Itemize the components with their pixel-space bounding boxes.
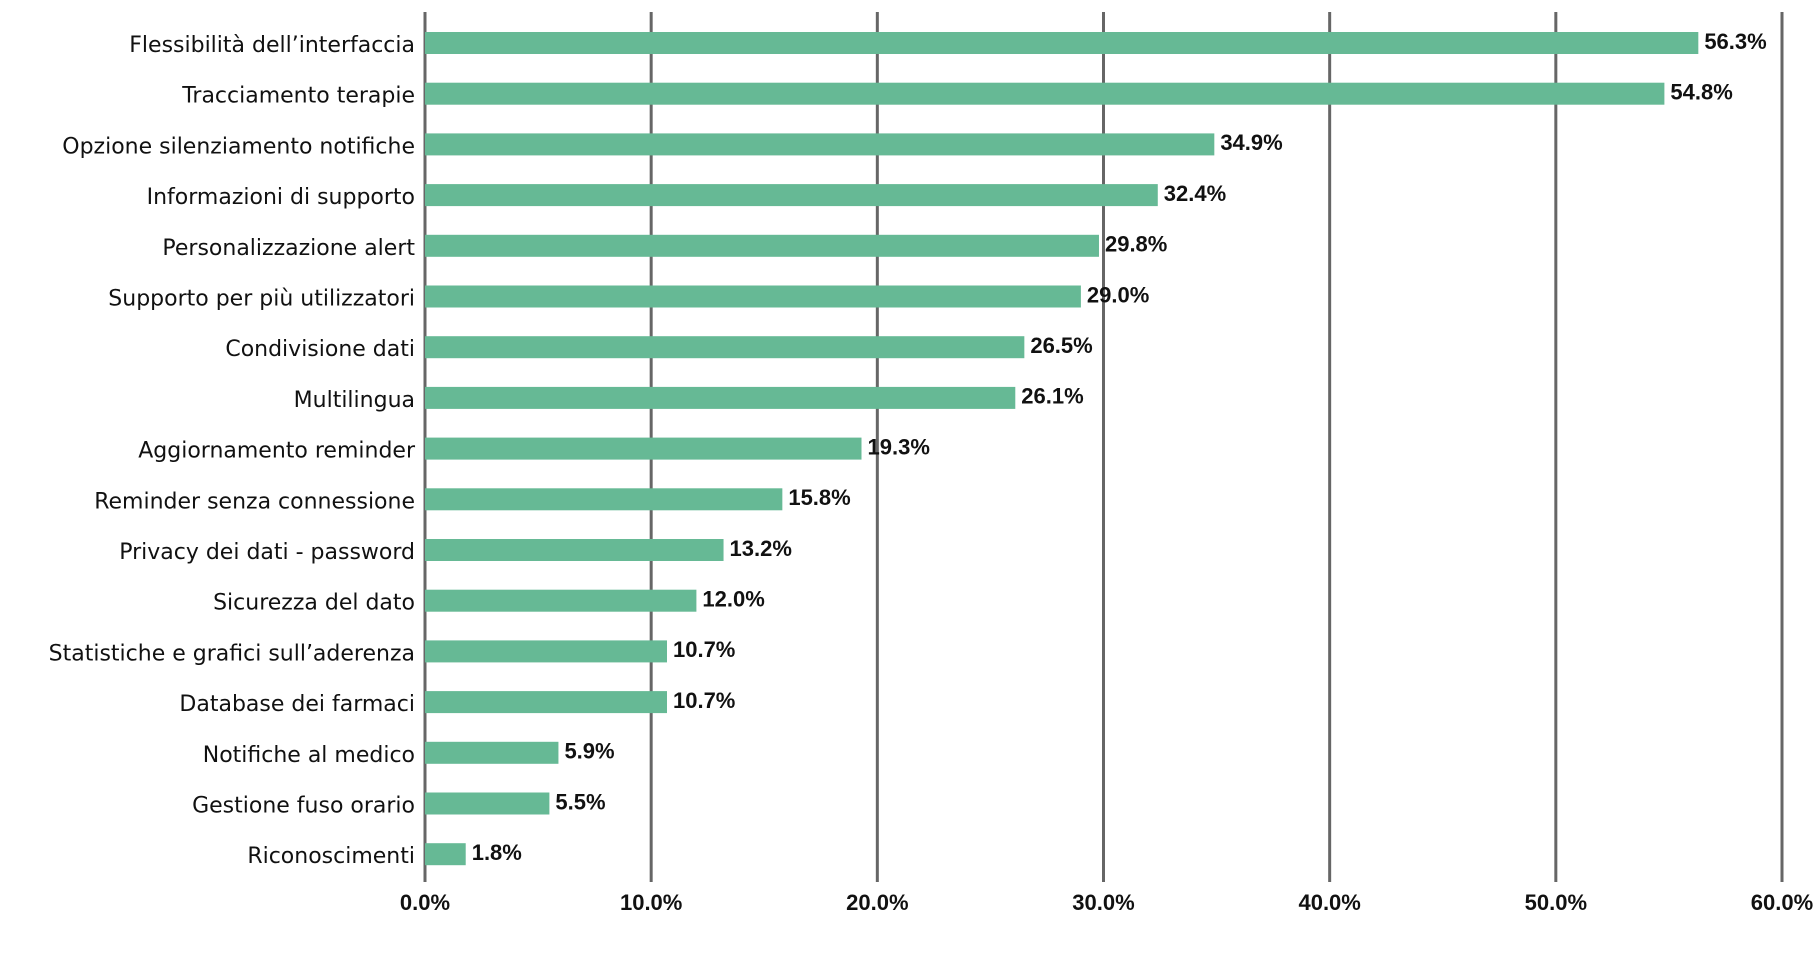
data-labels: 56.3% 54.8% 34.9% 32.4% 29.8% 29.0% 26.5% 26.1%…: [472, 29, 1767, 865]
data-label: 12.0%: [702, 587, 764, 612]
x-tick-label: 20.0%: [846, 890, 908, 915]
bar: [425, 640, 667, 663]
category-label: Multilingua: [294, 388, 415, 413]
bar: [425, 32, 1699, 54]
bar: [425, 589, 697, 612]
data-label: 32.4%: [1164, 181, 1226, 206]
data-label: 34.9%: [1220, 130, 1282, 155]
category-label: Supporto per più utilizzatori: [108, 287, 415, 312]
x-tick-label: 0.0%: [400, 890, 450, 915]
data-label: 13.2%: [730, 536, 792, 561]
bars: [425, 32, 1699, 866]
data-label: 10.7%: [673, 688, 735, 713]
x-tick-label: 10.0%: [620, 890, 682, 915]
bar: [425, 539, 724, 561]
bar: [425, 184, 1158, 207]
data-label: 19.3%: [868, 434, 930, 459]
bar: [425, 82, 1665, 105]
bar: [425, 792, 550, 815]
category-label: Condivisione dati: [225, 337, 415, 362]
category-label: Sicurezza del dato: [213, 591, 415, 616]
category-label: Reminder senza connessione: [94, 489, 415, 514]
category-labels: Flessibilità dell’interfaccia Tracciament…: [49, 33, 416, 869]
category-label: Privacy dei dati - password: [119, 540, 415, 565]
data-label: 29.0%: [1087, 282, 1149, 307]
gridlines: [423, 12, 1784, 882]
data-label: 1.8%: [472, 840, 522, 865]
x-tick-label: 30.0%: [1072, 890, 1134, 915]
bar: [425, 386, 1016, 409]
data-label: 5.5%: [555, 789, 605, 814]
category-label: Statistiche e grafici sull’aderenza: [49, 641, 415, 666]
x-tick-label: 40.0%: [1298, 890, 1360, 915]
category-label: Flessibilità dell’interfaccia: [129, 33, 415, 58]
data-label: 5.9%: [564, 739, 614, 764]
data-label: 56.3%: [1704, 29, 1766, 54]
bar: [425, 691, 667, 714]
bar: [425, 336, 1025, 359]
category-label: Riconoscimenti: [247, 844, 415, 869]
bar: [425, 488, 783, 511]
category-label: Opzione silenziamento notifiche: [62, 134, 415, 159]
bar: [425, 285, 1081, 308]
bar: [425, 843, 466, 866]
bar: [425, 437, 862, 460]
category-label: Informazioni di supporto: [147, 185, 415, 210]
bar: [425, 133, 1215, 156]
category-label: Tracciamento terapie: [181, 84, 415, 109]
x-tick-label: 50.0%: [1525, 890, 1587, 915]
x-tick-label: 60.0%: [1751, 890, 1813, 915]
bar: [425, 741, 559, 764]
data-label: 54.8%: [1670, 80, 1732, 105]
data-label: 29.8%: [1105, 232, 1167, 257]
category-label: Notifiche al medico: [203, 743, 415, 768]
data-label: 15.8%: [788, 485, 850, 510]
category-label: Gestione fuso orario: [192, 794, 415, 819]
x-axis-tick-labels: 0.0% 10.0% 20.0% 30.0% 40.0% 50.0% 60.0%: [400, 890, 1813, 915]
category-label: Database dei farmaci: [179, 692, 415, 717]
category-label: Aggiornamento reminder: [138, 439, 416, 464]
data-label: 10.7%: [673, 637, 735, 662]
data-label: 26.1%: [1021, 384, 1083, 409]
data-label: 26.5%: [1030, 333, 1092, 358]
bar: [425, 234, 1099, 257]
category-label: Personalizzazione alert: [162, 236, 415, 261]
